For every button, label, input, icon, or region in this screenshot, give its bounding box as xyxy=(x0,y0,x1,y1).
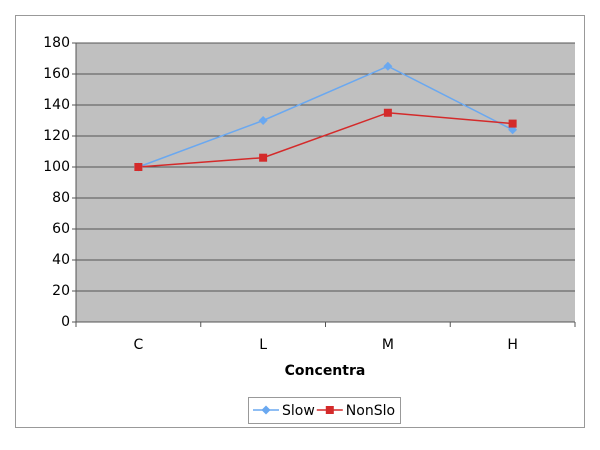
y-tick-label: 180 xyxy=(43,35,70,51)
y-tick-label: 40 xyxy=(52,252,70,268)
x-tick-label: M xyxy=(382,337,394,353)
y-tick-label: 100 xyxy=(43,159,70,175)
legend-marker xyxy=(325,406,334,414)
legend-label: Slow xyxy=(282,403,315,419)
data-point xyxy=(383,61,393,71)
data-point xyxy=(258,116,268,125)
x-axis-title: Concentra xyxy=(285,363,366,379)
grid xyxy=(72,42,576,327)
x-tick-label: L xyxy=(259,337,267,353)
data-point xyxy=(508,119,517,128)
series-line xyxy=(138,111,513,168)
data-point xyxy=(383,108,392,117)
series-line xyxy=(138,65,513,168)
data-point xyxy=(134,163,143,171)
data-point xyxy=(259,153,268,162)
series-group xyxy=(133,61,518,172)
legend-marker xyxy=(261,405,271,415)
y-tick-label: 140 xyxy=(43,97,70,113)
x-tick-label: C xyxy=(133,337,143,353)
y-tick-label: 120 xyxy=(43,128,70,144)
x-tick-label: H xyxy=(507,337,518,353)
y-tick-label: 0 xyxy=(61,314,70,330)
y-tick-label: 60 xyxy=(52,221,70,237)
y-tick-label: 160 xyxy=(43,66,70,82)
y-tick-label: 80 xyxy=(52,190,70,206)
legend-label: NonSlo xyxy=(346,403,395,419)
y-tick-label: 20 xyxy=(52,283,70,299)
plot-area xyxy=(76,43,575,322)
